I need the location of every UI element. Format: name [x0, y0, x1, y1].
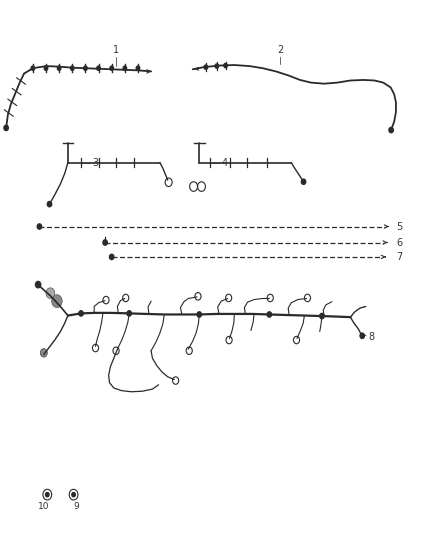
Text: 1: 1 [113, 45, 119, 55]
Circle shape [267, 312, 272, 317]
Circle shape [197, 312, 201, 317]
Circle shape [127, 311, 131, 316]
Circle shape [52, 295, 62, 308]
Circle shape [123, 66, 127, 70]
Text: 3: 3 [92, 158, 98, 167]
Circle shape [40, 349, 47, 357]
Circle shape [31, 66, 35, 70]
Circle shape [320, 313, 324, 319]
Circle shape [110, 254, 114, 260]
Text: 4: 4 [221, 158, 227, 167]
Text: 2: 2 [277, 45, 283, 55]
Circle shape [97, 66, 100, 70]
Circle shape [4, 125, 8, 131]
Circle shape [71, 66, 74, 70]
Circle shape [47, 201, 52, 207]
Text: 10: 10 [38, 502, 49, 511]
Text: 5: 5 [396, 222, 403, 231]
Circle shape [136, 66, 140, 70]
Circle shape [110, 66, 113, 70]
Circle shape [301, 179, 306, 184]
Circle shape [44, 66, 48, 70]
Circle shape [46, 492, 49, 497]
Circle shape [103, 240, 107, 245]
Circle shape [37, 224, 42, 229]
Text: 6: 6 [396, 238, 403, 247]
Text: 7: 7 [396, 252, 403, 262]
Circle shape [84, 66, 87, 70]
Circle shape [79, 311, 83, 316]
Text: 9: 9 [73, 502, 79, 511]
Circle shape [57, 66, 61, 70]
Circle shape [35, 281, 41, 288]
Circle shape [72, 492, 75, 497]
Circle shape [46, 288, 55, 298]
Circle shape [215, 64, 219, 68]
Circle shape [224, 63, 227, 68]
Text: 8: 8 [368, 332, 374, 342]
Circle shape [389, 127, 393, 133]
Circle shape [360, 333, 364, 338]
Circle shape [204, 65, 208, 69]
